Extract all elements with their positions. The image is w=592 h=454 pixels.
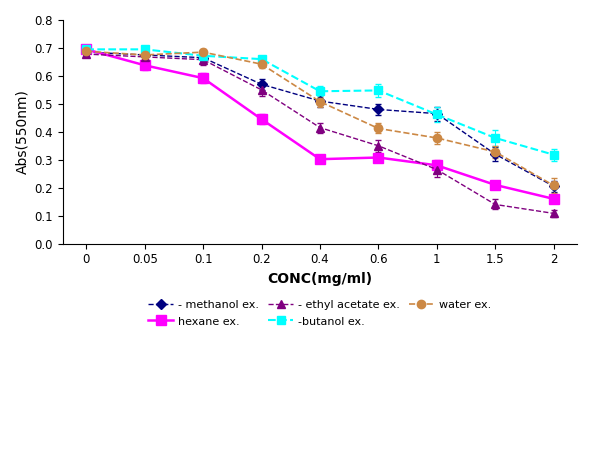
Legend: - methanol ex., hexane ex., - ethyl acetate ex., -butanol ex., water ex.: - methanol ex., hexane ex., - ethyl acet… xyxy=(143,294,497,332)
X-axis label: CONC(mg/ml): CONC(mg/ml) xyxy=(268,272,372,286)
Y-axis label: Abs(550nm): Abs(550nm) xyxy=(15,89,29,174)
